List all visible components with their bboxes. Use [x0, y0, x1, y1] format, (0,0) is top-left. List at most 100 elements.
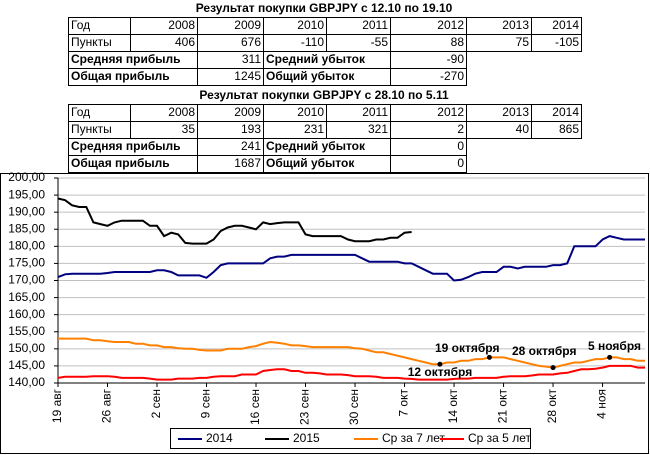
summary-value: -270 — [440, 69, 464, 83]
row-label: Год — [71, 18, 90, 32]
cell-value: 2009 — [234, 18, 261, 32]
cell-value: 2009 — [234, 105, 261, 119]
series-line — [57, 197, 412, 245]
x-tick-label: 2 сен — [149, 389, 163, 418]
y-tick-label: 190,00 — [8, 204, 45, 218]
summary-label: Средний убыток — [266, 52, 366, 66]
table-title: Результат покупки GBPJPY с 28.10 по 5.11 — [199, 88, 449, 102]
y-tick-label: 150,00 — [8, 341, 45, 355]
cell-value: 2012 — [437, 105, 464, 119]
cell-value: 406 — [175, 35, 195, 49]
legend-label: Ср за 5 лет — [468, 431, 531, 445]
cell-value: 321 — [368, 122, 388, 136]
cell-value: 2014 — [552, 105, 579, 119]
y-tick-label: 140,00 — [8, 375, 45, 389]
cell-value: 2008 — [168, 18, 195, 32]
x-tick-label: 16 сен — [248, 389, 262, 425]
summary-value: 0 — [457, 156, 464, 170]
cell — [531, 121, 582, 139]
x-tick-label: 26 авг — [100, 388, 114, 423]
row-label: Пункты — [71, 122, 112, 136]
summary-value: 1687 — [234, 156, 261, 170]
summary-label: Общий убыток — [266, 156, 355, 170]
series-line — [57, 235, 645, 282]
cell-value: -110 — [301, 35, 324, 49]
summary-label: Средняя прибыль — [71, 52, 181, 66]
cell-value: 676 — [241, 35, 261, 49]
annotation: 12 октября — [408, 365, 472, 379]
x-tick-label: 9 сен — [199, 389, 213, 418]
summary-label: Средняя прибыль — [71, 139, 181, 153]
y-tick-label: 180,00 — [8, 239, 45, 253]
x-tick-label: 14 окт — [446, 389, 460, 424]
cell-value: 2011 — [362, 105, 388, 119]
legend-label: Ср за 7 лет — [382, 431, 445, 445]
y-tick-label: 200,00 — [8, 170, 45, 184]
annotation-marker — [486, 354, 492, 360]
cell-value: 40 — [516, 122, 530, 136]
cell-value: 231 — [304, 122, 324, 136]
cell-value: 2 — [457, 122, 464, 136]
y-tick-label: 175,00 — [8, 256, 45, 270]
summary-label: Общая прибыль — [71, 69, 170, 83]
row-label: Год — [71, 105, 90, 119]
summary-label: Средний убыток — [266, 139, 366, 153]
cell — [390, 155, 467, 173]
legend-label: 2014 — [206, 431, 233, 445]
summary-value: 241 — [241, 139, 261, 153]
summary-label: Общая прибыль — [71, 156, 170, 170]
cell-value: -55 — [371, 35, 389, 49]
legend-box — [170, 428, 531, 449]
summary-value: 1245 — [234, 69, 261, 83]
cell-value: 2012 — [437, 18, 464, 32]
summary-label: Общий убыток — [266, 69, 355, 83]
cell-value: 2013 — [502, 105, 529, 119]
x-tick-label: 30 сен — [347, 389, 361, 425]
y-tick-label: 160,00 — [8, 307, 45, 321]
legend-label: 2015 — [293, 431, 320, 445]
cell — [390, 121, 467, 139]
chart-frame — [0, 173, 649, 454]
x-tick-label: 23 сен — [298, 389, 312, 425]
row-label: Пункты — [71, 35, 112, 49]
cell-value: 2010 — [297, 105, 324, 119]
y-tick-label: 155,00 — [8, 324, 45, 338]
table-title: Результат покупки GBPJPY с 12.10 по 19.1… — [196, 1, 453, 15]
y-tick-label: 145,00 — [8, 358, 45, 372]
cell-value: 865 — [559, 122, 579, 136]
summary-value: -90 — [447, 52, 465, 66]
annotation-marker — [437, 361, 443, 367]
cell — [390, 138, 467, 156]
x-tick-label: 19 авг — [50, 388, 64, 423]
annotation: 28 октября — [512, 344, 576, 358]
series-line — [58, 337, 645, 369]
x-tick-label: 7 окт — [397, 388, 411, 416]
cell-value: 35 — [182, 122, 196, 136]
annotation-marker — [550, 365, 556, 371]
cell-value: -105 — [555, 35, 579, 49]
cell-value: 193 — [241, 122, 261, 136]
summary-value: 0 — [457, 139, 464, 153]
cell-value: 75 — [516, 35, 530, 49]
x-tick-label: 4 ноя — [595, 389, 609, 419]
y-tick-label: 165,00 — [8, 290, 45, 304]
cell-value: 2008 — [168, 105, 195, 119]
y-tick-label: 170,00 — [8, 273, 45, 287]
annotation: 5 ноября — [588, 339, 641, 353]
annotation: 19 октября — [435, 341, 499, 355]
cell-value: 2011 — [362, 18, 388, 32]
y-tick-label: 195,00 — [8, 187, 45, 201]
cell — [531, 34, 582, 52]
cell-value: 2014 — [552, 18, 579, 32]
cell-value: 2010 — [297, 18, 324, 32]
cell-value: 2013 — [502, 18, 529, 32]
cell-value: 88 — [451, 35, 465, 49]
annotation-marker — [607, 354, 613, 360]
x-tick-label: 21 окт — [496, 389, 510, 424]
series-line — [57, 364, 645, 381]
x-tick-label: 28 окт — [545, 389, 559, 424]
cell — [390, 68, 467, 86]
y-tick-label: 185,00 — [8, 221, 45, 235]
